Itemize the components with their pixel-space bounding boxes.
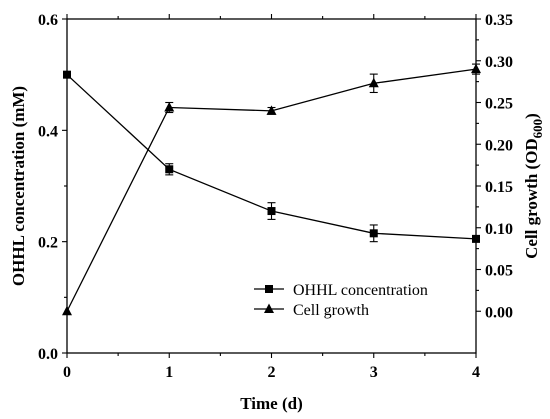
legend: OHHL concentration Cell growth bbox=[254, 282, 428, 319]
triangle-point bbox=[164, 102, 175, 112]
right-y-tick-label: 0.15 bbox=[485, 179, 513, 196]
right-y-tick-label: 0.10 bbox=[485, 221, 513, 238]
right-y-tick-label: 0.35 bbox=[485, 12, 513, 29]
x-tick-label: 0 bbox=[63, 364, 71, 381]
series-ohhl-concentration bbox=[63, 70, 480, 243]
left-y-tick-label: 0.0 bbox=[38, 346, 58, 363]
triangle-point bbox=[266, 105, 277, 115]
right-y-tick-label: 0.00 bbox=[485, 304, 513, 321]
series-layer bbox=[62, 63, 481, 316]
square-point bbox=[63, 70, 71, 79]
legend-label: OHHL concentration bbox=[293, 282, 428, 299]
right-y-axis-title: Cell growth (OD600) bbox=[522, 113, 545, 259]
axes: 0 1 2 3 4 0.0 0.2 0.4 0.6 0.00 0.05 0.10 0.15 0.20 0.2… bbox=[38, 12, 513, 381]
legend-square-marker bbox=[265, 285, 273, 293]
square-point bbox=[369, 229, 378, 238]
right-y-tick-label: 0.20 bbox=[485, 137, 513, 154]
right-y-tick-label: 0.25 bbox=[485, 96, 513, 113]
triangle-point bbox=[368, 77, 379, 88]
right-y-tick-label: 0.05 bbox=[485, 263, 513, 280]
legend-triangle-marker bbox=[264, 303, 274, 313]
x-tick-label: 3 bbox=[370, 364, 378, 381]
legend-label: Cell growth bbox=[293, 302, 369, 319]
left-y-tick-label: 0.2 bbox=[38, 235, 58, 252]
square-point bbox=[165, 165, 174, 174]
left-y-axis-title: OHHL concentration (mM) bbox=[9, 86, 28, 286]
right-y-tick-label: 0.30 bbox=[485, 54, 513, 71]
square-point bbox=[472, 234, 480, 243]
series-cell-growth bbox=[62, 63, 481, 316]
triangle-point bbox=[471, 63, 481, 74]
left-y-tick-label: 0.6 bbox=[38, 12, 58, 29]
x-tick-label: 1 bbox=[165, 364, 173, 381]
x-tick-label: 4 bbox=[472, 364, 480, 381]
x-axis-title: Time (d) bbox=[240, 394, 303, 413]
x-tick-label: 2 bbox=[268, 364, 276, 381]
triangle-point bbox=[62, 305, 72, 316]
left-y-tick-label: 0.4 bbox=[38, 123, 58, 140]
plot-frame bbox=[66, 18, 477, 354]
square-point bbox=[267, 207, 276, 216]
